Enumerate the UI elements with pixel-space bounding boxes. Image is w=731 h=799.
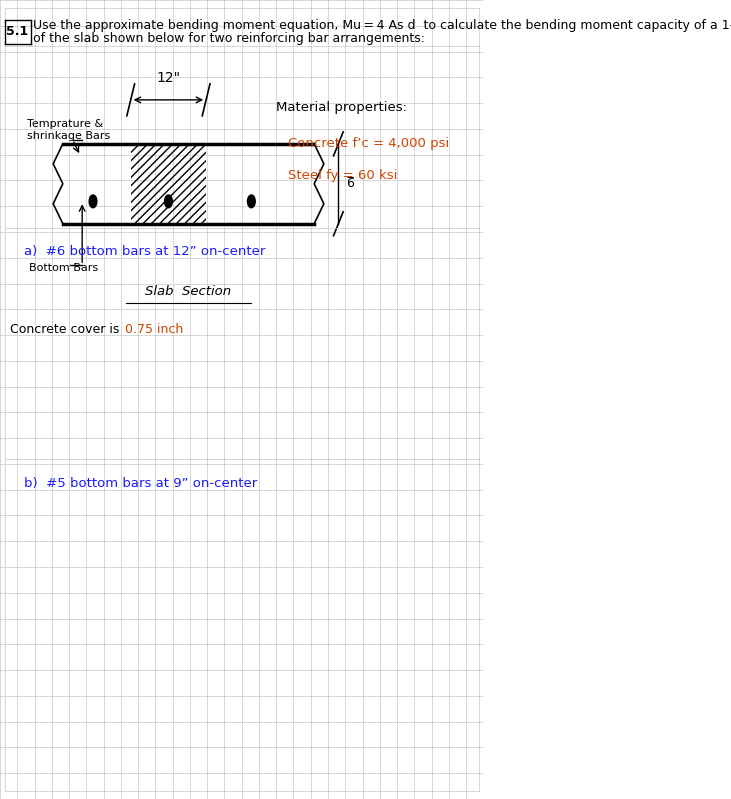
- Text: Temprature &: Temprature &: [26, 119, 103, 129]
- Bar: [131, 144, 206, 224]
- Text: Slab  Section: Slab Section: [145, 285, 232, 298]
- Text: a)  #6 bottom bars at 12” on-center: a) #6 bottom bars at 12” on-center: [24, 245, 265, 258]
- Text: Steel fy = 60 ksi: Steel fy = 60 ksi: [287, 169, 397, 182]
- Text: Concrete f’c = 4,000 psi: Concrete f’c = 4,000 psi: [287, 137, 449, 150]
- Text: 0.75 inch: 0.75 inch: [125, 324, 183, 336]
- Circle shape: [89, 195, 97, 208]
- Text: shrinkage Bars: shrinkage Bars: [26, 131, 110, 141]
- Text: b)  #5 bottom bars at 9” on-center: b) #5 bottom bars at 9” on-center: [24, 477, 257, 490]
- Circle shape: [248, 195, 255, 208]
- Text: of the slab shown below for two reinforcing bar arrangements:: of the slab shown below for two reinforc…: [33, 32, 425, 45]
- Text: Concrete cover is: Concrete cover is: [10, 324, 124, 336]
- Text: Use the approximate bending moment equation, Mu = 4 As d  to calculate the bendi: Use the approximate bending moment equat…: [33, 19, 731, 32]
- Text: 5.1: 5.1: [7, 26, 29, 38]
- Text: 12": 12": [156, 71, 181, 85]
- Text: Bottom Bars: Bottom Bars: [29, 263, 98, 272]
- Text: Material properties:: Material properties:: [276, 101, 406, 114]
- Text: 6̅: 6̅: [346, 177, 355, 190]
- Circle shape: [164, 195, 173, 208]
